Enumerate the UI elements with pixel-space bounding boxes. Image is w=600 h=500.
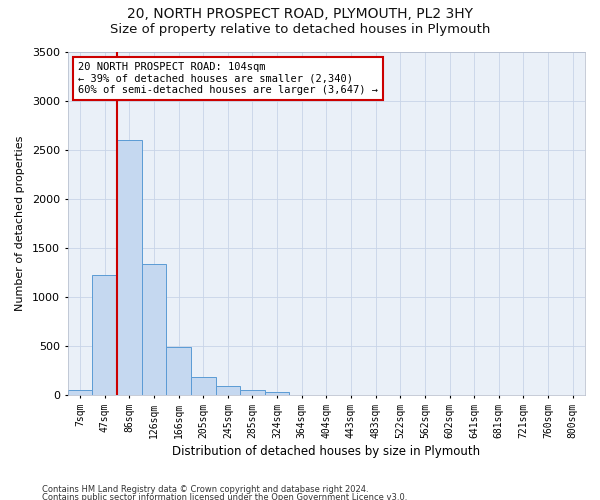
Bar — [215, 386, 240, 394]
Y-axis label: Number of detached properties: Number of detached properties — [15, 136, 25, 311]
Bar — [191, 377, 215, 394]
Bar — [92, 275, 117, 394]
Bar — [117, 140, 142, 394]
Bar — [265, 392, 289, 394]
Text: 20 NORTH PROSPECT ROAD: 104sqm
← 39% of detached houses are smaller (2,340)
60% : 20 NORTH PROSPECT ROAD: 104sqm ← 39% of … — [78, 62, 378, 95]
Text: 20, NORTH PROSPECT ROAD, PLYMOUTH, PL2 3HY: 20, NORTH PROSPECT ROAD, PLYMOUTH, PL2 3… — [127, 8, 473, 22]
Bar — [166, 346, 191, 395]
Text: Contains HM Land Registry data © Crown copyright and database right 2024.: Contains HM Land Registry data © Crown c… — [42, 485, 368, 494]
Text: Contains public sector information licensed under the Open Government Licence v3: Contains public sector information licen… — [42, 494, 407, 500]
Text: Size of property relative to detached houses in Plymouth: Size of property relative to detached ho… — [110, 22, 490, 36]
Bar — [240, 390, 265, 394]
Bar — [68, 390, 92, 394]
Bar — [142, 264, 166, 394]
X-axis label: Distribution of detached houses by size in Plymouth: Distribution of detached houses by size … — [172, 444, 481, 458]
